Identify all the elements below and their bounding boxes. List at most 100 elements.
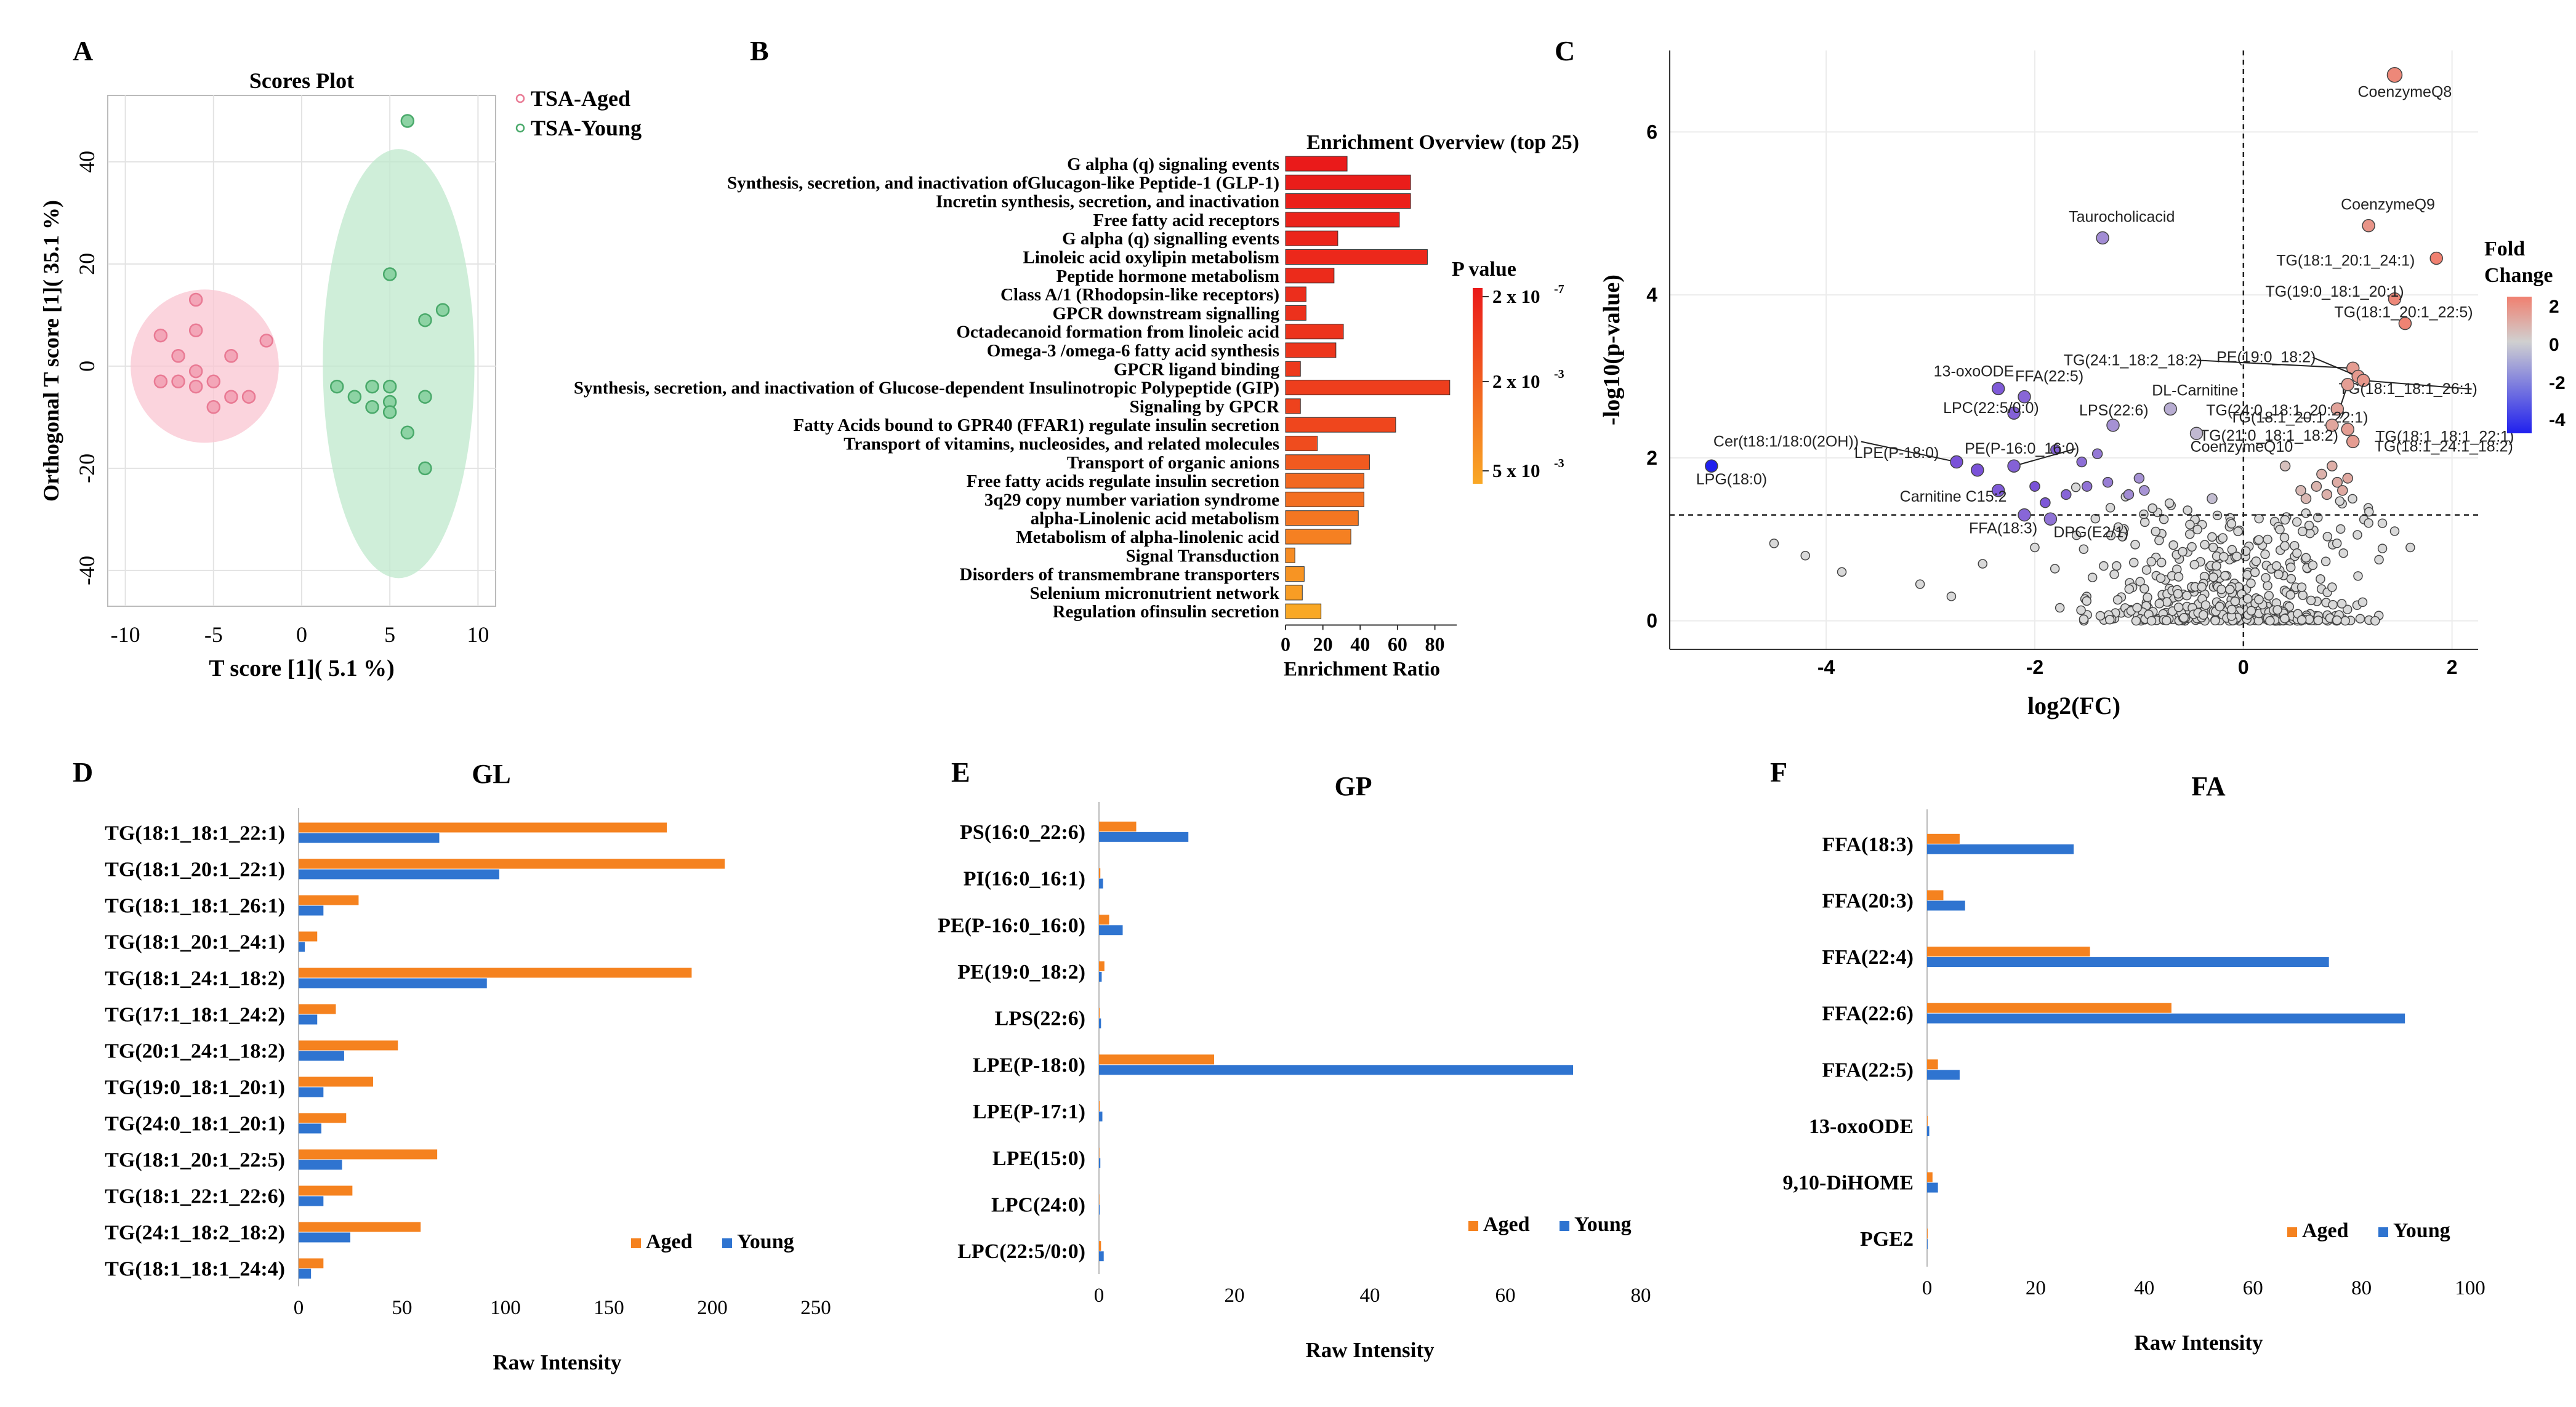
volcano-point	[2192, 524, 2202, 535]
gl-bar-chart-panel: GL TG(18:1_18:1_22:1) TG(18:1_20:1_22:1) TG…	[105, 759, 831, 1374]
category-label: 9,10-DiHOME	[1783, 1172, 1914, 1195]
category-label: LPE(P-18:0)	[973, 1054, 1085, 1076]
volcano-point	[2081, 481, 2093, 492]
enrichment-bar	[1285, 249, 1428, 265]
fc-legend-tick: 0	[2549, 335, 2559, 355]
fa-bar-chart-panel: FA FFA(18:3) FFA(20:3) FFA(22:4) FFA(22:6) FF…	[1783, 771, 2485, 1355]
legend-marker	[515, 123, 525, 133]
intensity-bar-young	[1927, 1070, 1960, 1080]
category-label: PGE2	[1860, 1228, 1914, 1251]
category-label: TG(18:1_20:1_22:1)	[105, 859, 285, 881]
point-label: LPE(P-18:0)	[1854, 444, 1939, 462]
intensity-bar-aged	[1099, 868, 1101, 878]
score-point	[224, 349, 238, 363]
volcano-point	[2079, 544, 2089, 554]
x-axis-label: Enrichment Ratio	[1284, 659, 1440, 681]
legend-label: Aged	[646, 1230, 693, 1253]
volcano-point	[2298, 590, 2308, 600]
intensity-bar-aged	[1099, 1194, 1100, 1205]
intensity-bar-aged	[1099, 1008, 1100, 1018]
labeled-volcano-point	[2341, 378, 2354, 391]
pvalue-legend-exponent: -7	[1554, 283, 1564, 296]
score-point	[365, 400, 379, 414]
volcano-point	[2279, 532, 2290, 543]
volcano-point	[2285, 590, 2295, 600]
category-label: TG(18:1_20:1_22:5)	[105, 1149, 285, 1172]
enrichment-bar	[1285, 361, 1301, 377]
volcano-point	[2106, 531, 2116, 540]
volcano-point	[2151, 526, 2161, 537]
volcano-point	[2364, 518, 2373, 528]
x-tick-label: 40	[1350, 633, 1370, 655]
volcano-point	[2335, 524, 2346, 534]
label-leader-line	[2013, 448, 2076, 467]
y-axis-label: Orthogonal T score [1]( 35.1 %)	[39, 200, 63, 502]
score-point	[153, 328, 168, 343]
volcano-point	[2285, 563, 2296, 572]
intensity-bar-aged	[1927, 1172, 1933, 1182]
intensity-bar-young	[299, 869, 499, 880]
point-label: 13-oxoODE	[1934, 363, 2015, 380]
chart-title: GL	[472, 759, 511, 789]
score-point	[241, 390, 256, 404]
volcano-point	[2141, 565, 2152, 575]
category-label: LPE(15:0)	[992, 1147, 1085, 1170]
volcano-point	[2279, 460, 2291, 471]
volcano-point	[2178, 547, 2188, 557]
point-label: TG(18:1_18:1_22:1)	[2375, 428, 2514, 446]
volcano-point	[2082, 596, 2091, 606]
volcano-point	[2135, 577, 2145, 587]
volcano-point	[2113, 522, 2123, 532]
point-label: DL-Carnitine	[2152, 382, 2238, 399]
score-point	[418, 461, 432, 476]
intensity-bar-aged	[1927, 890, 1944, 900]
volcano-point	[2272, 605, 2282, 615]
scores-plot-panel: -10 -5 0 5 10 -40 -20 0 20 40 Scores Plot T score […	[39, 68, 642, 681]
y-tick-label: 20	[74, 253, 99, 275]
volcano-point	[2040, 497, 2051, 508]
volcano-point	[2030, 542, 2040, 553]
enrichment-bar	[1285, 193, 1411, 209]
legend-marker	[515, 94, 525, 103]
score-point	[400, 114, 415, 128]
intensity-bar-aged	[299, 968, 692, 978]
score-point	[171, 349, 185, 363]
volcano-point	[2061, 489, 2072, 500]
enrichment-bar	[1285, 398, 1301, 414]
pathway-label: Transport of vitamins, nucleosides, and …	[843, 435, 1279, 454]
point-label: TG(24:1_18:2_18:2)	[2064, 351, 2202, 369]
intensity-bar-aged	[1099, 1241, 1101, 1251]
category-label: TG(18:1_20:1_24:1)	[105, 931, 285, 954]
volcano-point	[2316, 468, 2327, 480]
labeled-volcano-point	[1950, 455, 1963, 469]
volcano-point	[2105, 503, 2115, 513]
pvalue-legend-exponent: -3	[1554, 367, 1564, 381]
volcano-plot-panel: -4 -2 0 2 0 2 4 6 CoenzymeQ8 CoenzymeQ9 Taurocholi…	[1599, 50, 2566, 720]
volcano-point	[2265, 615, 2275, 626]
pathway-label: G alpha (q) signalling events	[1062, 229, 1279, 249]
score-point	[330, 379, 344, 394]
x-tick-label: 40	[2134, 1277, 2154, 1299]
intensity-bar-aged	[299, 1222, 421, 1232]
panel-label-e: E	[951, 756, 970, 788]
intensity-bar-young	[1927, 844, 2074, 854]
point-label: FFA(22:5)	[2015, 368, 2083, 385]
label-leader-line	[2196, 359, 2353, 369]
volcano-point	[2246, 606, 2256, 616]
volcano-point	[2154, 535, 2164, 545]
category-label: LPC(24:0)	[991, 1193, 1085, 1216]
volcano-point	[2146, 615, 2157, 626]
volcano-point	[2327, 460, 2338, 471]
enrichment-bar	[1285, 529, 1351, 545]
intensity-bar-aged	[299, 1149, 438, 1160]
volcano-point	[2389, 526, 2400, 536]
volcano-point	[2295, 485, 2306, 496]
point-label: TG(24:0_18:1_20:1)	[2206, 402, 2345, 419]
legend-label: Young	[2393, 1219, 2450, 1242]
pvalue-legend-exponent: -3	[1554, 457, 1564, 470]
pathway-label: Synthesis, secretion, and inactivation o…	[727, 173, 1279, 193]
x-tick-label: 150	[594, 1297, 624, 1319]
volcano-point	[2377, 543, 2388, 553]
x-tick-label: 200	[697, 1297, 728, 1319]
intensity-bar-young	[1099, 1158, 1101, 1168]
